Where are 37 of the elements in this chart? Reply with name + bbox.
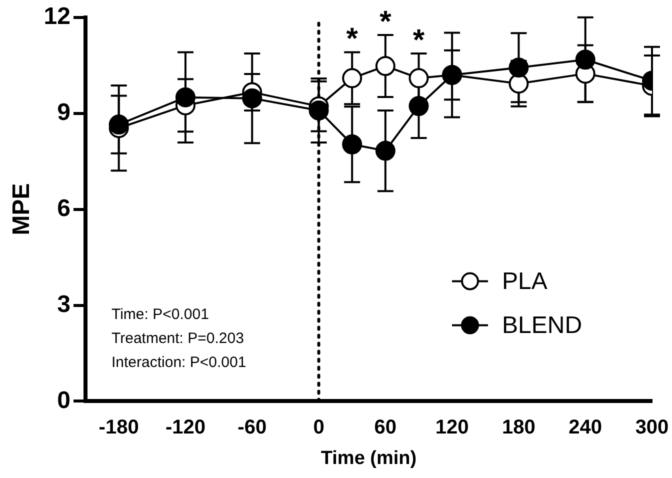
point — [108, 114, 129, 135]
x-tick-label: -120 — [165, 416, 206, 439]
legend-label: BLEND — [502, 312, 582, 339]
point — [308, 100, 329, 120]
y-tick-label: 6 — [57, 194, 70, 222]
x-axis-title: Time (min) — [320, 448, 417, 469]
y-tick-label: 9 — [57, 98, 70, 126]
annotation: * — [412, 24, 425, 57]
legend-label: PLA — [502, 268, 548, 295]
x-tick-label: -180 — [98, 416, 139, 439]
y-tick-label: 0 — [57, 386, 70, 414]
annotation: Time: P<0.001 — [111, 306, 209, 324]
annotation: Treatment: P=0.203 — [111, 330, 244, 348]
point — [342, 68, 362, 88]
y-tick-label: 12 — [44, 3, 70, 30]
point — [242, 88, 262, 108]
x-tick-label: 180 — [502, 416, 536, 439]
point — [408, 96, 429, 116]
point — [508, 74, 529, 94]
y-tick-label: 3 — [57, 290, 70, 318]
x-tick-label: 60 — [374, 416, 397, 439]
point — [508, 58, 529, 78]
point — [375, 140, 396, 161]
point — [408, 68, 429, 88]
point — [575, 50, 596, 70]
point — [175, 87, 196, 108]
annotation: * — [346, 22, 358, 56]
annotation: * — [380, 5, 392, 38]
point — [342, 134, 362, 154]
x-tick-label: 120 — [435, 416, 469, 439]
x-tick-label: 0 — [313, 416, 324, 439]
y-axis-title: MPE — [8, 183, 36, 236]
x-tick-label: 300 — [635, 416, 669, 439]
point — [375, 56, 396, 76]
x-tick-label: -60 — [238, 416, 267, 439]
annotation: Interaction: P<0.001 — [111, 354, 246, 372]
x-tick-label: 240 — [568, 416, 602, 439]
